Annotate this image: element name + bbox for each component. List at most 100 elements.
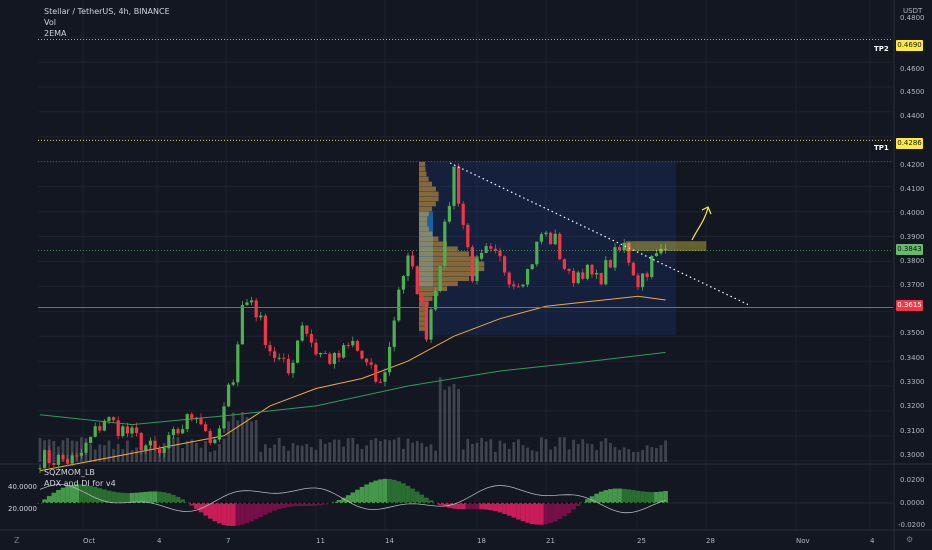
volume-bar — [167, 446, 171, 462]
timezone-button[interactable]: Z — [14, 536, 20, 545]
candle-body — [512, 284, 516, 287]
profile-bar — [419, 196, 439, 202]
ema-indicator-label[interactable]: 2EMA — [44, 29, 67, 38]
resistance-trendline — [449, 162, 749, 306]
momentum-bar — [102, 489, 107, 503]
candle-body — [535, 241, 539, 265]
profile-bar — [419, 221, 428, 227]
squeeze-dot — [577, 502, 579, 504]
candle-body — [112, 417, 116, 421]
momentum-bar — [502, 503, 507, 514]
volume-bar — [572, 439, 575, 462]
volume-bar — [553, 446, 557, 462]
volume-bar — [369, 440, 373, 462]
sqzmom-label[interactable]: SQZMOM_LB — [44, 468, 95, 477]
momentum-bar — [350, 492, 356, 503]
price-tick: 0.3000 — [900, 451, 925, 459]
settings-gear-icon[interactable]: ⚙ — [906, 535, 914, 544]
squeeze-dot — [315, 502, 317, 504]
squeeze-dot — [158, 502, 161, 504]
momentum-bar — [69, 484, 75, 503]
profile-bar — [419, 201, 436, 207]
squeeze-dot — [526, 502, 529, 504]
volume-bar — [319, 439, 322, 462]
squeeze-dot — [411, 502, 414, 504]
squeeze-dot — [186, 502, 188, 504]
squeeze-dot — [204, 502, 207, 504]
squeeze-dot — [375, 502, 377, 504]
profile-bar — [419, 231, 433, 237]
momentum-bar — [626, 489, 632, 503]
volume-bar — [484, 441, 488, 462]
squeeze-dot — [457, 502, 460, 504]
momentum-bar — [603, 490, 609, 503]
volume-bar — [489, 439, 493, 462]
candle-body — [107, 417, 111, 421]
symbol-title[interactable]: Stellar / TetherUS, 4h, BINANCE — [44, 7, 170, 16]
squeeze-dot — [172, 502, 175, 504]
breakout-zone — [625, 241, 707, 251]
volume-bar — [452, 383, 456, 462]
squeeze-dot — [508, 502, 510, 504]
volume-bar — [135, 447, 138, 462]
volume-bar — [379, 441, 382, 462]
momentum-bar — [575, 503, 581, 507]
adx-label[interactable]: ADX and DI for v4 — [44, 479, 116, 488]
squeeze-dot — [444, 502, 446, 504]
squeeze-dot — [434, 502, 437, 504]
time-tick: 14 — [385, 537, 394, 545]
candle-body — [273, 351, 277, 358]
volume-bar — [153, 445, 157, 462]
volume-indicator-label[interactable]: Vol — [44, 18, 56, 27]
squeeze-dot — [273, 502, 276, 504]
profile-bar — [419, 246, 458, 252]
squeeze-dot — [292, 502, 294, 504]
candle-body — [305, 325, 309, 334]
profile-bar — [419, 271, 479, 277]
ema-fast-line — [39, 295, 666, 472]
volume-bar — [604, 438, 608, 462]
candle-body — [581, 272, 585, 279]
volume-bar — [38, 437, 42, 462]
volume-bar — [149, 447, 152, 462]
squeeze-dot — [568, 502, 570, 504]
volume-bar — [664, 440, 667, 462]
momentum-bar — [166, 493, 172, 503]
squeeze-dot — [439, 502, 441, 504]
squeeze-dot — [163, 502, 165, 504]
squeeze-dot — [181, 502, 184, 504]
candle-body — [664, 248, 668, 250]
profile-bar — [419, 166, 426, 172]
squeeze-dot — [476, 502, 478, 504]
squeeze-dot — [310, 502, 313, 504]
candle-body — [314, 342, 318, 355]
time-tick: 21 — [546, 537, 555, 545]
squeeze-dot — [250, 502, 253, 504]
squeeze-dot — [614, 502, 616, 504]
momentum-bar — [465, 503, 471, 510]
volume-bar — [549, 449, 552, 462]
squeeze-dot — [623, 502, 625, 504]
volume-bar — [567, 449, 571, 462]
squeeze-dot — [338, 502, 340, 504]
momentum-bar — [309, 503, 314, 506]
candles — [38, 163, 668, 474]
momentum-bar — [240, 503, 245, 525]
candle-body — [125, 426, 129, 434]
volume-bar — [291, 443, 295, 462]
squeeze-dot — [632, 502, 635, 504]
candle-body — [190, 414, 194, 420]
price-tick: 0.4200 — [900, 161, 925, 169]
squeeze-dot — [490, 502, 492, 504]
momentum-bar — [598, 491, 604, 503]
momentum-bar — [562, 503, 567, 517]
candle-body — [222, 406, 226, 429]
squeeze-dot — [66, 502, 69, 504]
momentum-bar — [511, 503, 517, 518]
candle-body — [406, 255, 410, 277]
volume-bar — [98, 444, 102, 462]
volume-bar — [245, 417, 249, 462]
momentum-bar — [410, 488, 415, 503]
